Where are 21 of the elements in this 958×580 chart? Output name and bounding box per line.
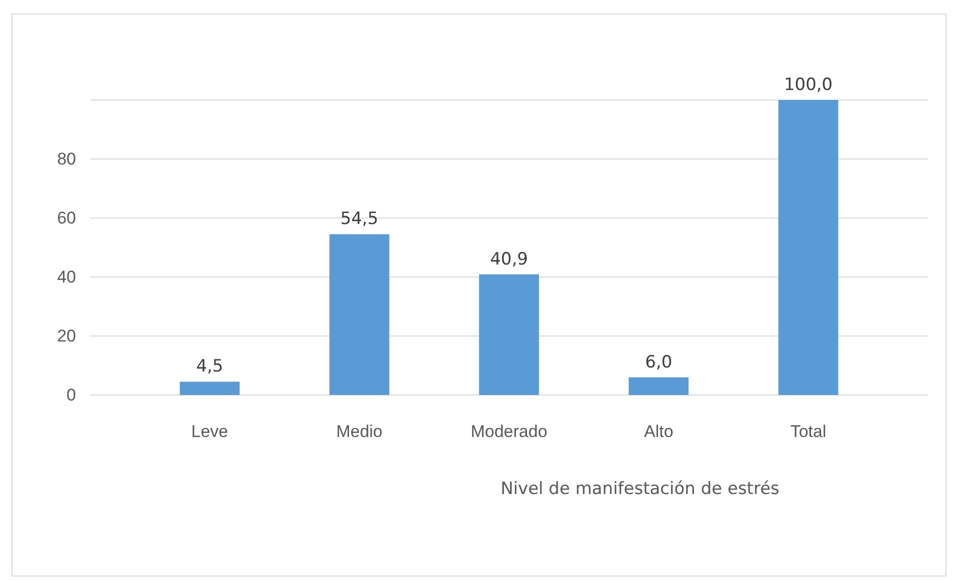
data-label: 4,5 [196,356,224,377]
y-tick-label: 20 [57,326,76,346]
data-label: 100,0 [784,75,833,95]
bar [329,234,390,395]
bar [180,382,240,395]
x-tick-label: Leve [191,422,228,442]
y-tick-label: 80 [57,149,76,168]
data-label: 40,9 [490,249,528,270]
x-tick-label: Total [790,422,826,442]
y-tick-label: 40 [57,267,76,286]
bar [479,274,539,395]
bar [628,377,689,395]
y-tick-label: 60 [57,208,76,228]
x-axis-title: Nivel de manifestación de estrés [500,479,780,499]
x-tick-label: Medio [336,422,383,442]
data-label: 6,0 [645,352,672,372]
x-tick-label: Moderado [470,422,548,442]
x-tick-label: Alto [644,422,674,442]
data-label: 54,5 [340,209,378,230]
y-tick-label: 0 [66,385,76,404]
bar [778,100,838,395]
